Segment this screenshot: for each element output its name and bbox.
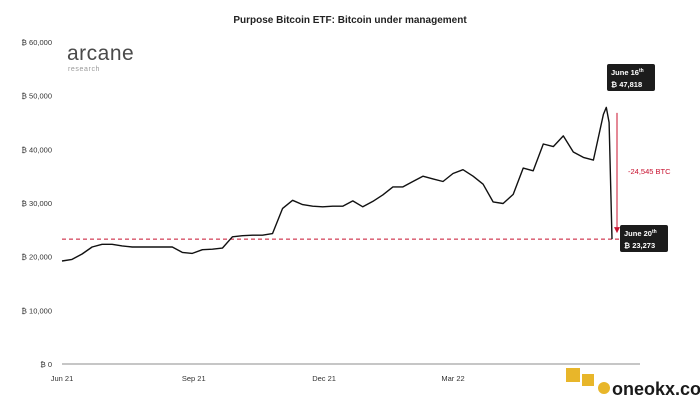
y-tick-label: ₿ 50,000 [21,92,52,101]
peak-date-sup: th [639,68,644,74]
trough-date-text: June 20 [624,229,652,238]
x-tick-label: Sep 21 [182,374,206,383]
peak-value: ₿ 47,818 [611,80,642,89]
peak-date: June 16th [611,68,644,77]
watermark-logo-block [582,374,594,386]
x-tick-label: Mar 22 [441,374,464,383]
y-tick-label: ₿ 40,000 [21,145,52,154]
chart-title: Purpose Bitcoin ETF: Bitcoin under manag… [233,15,467,26]
drop-arrow [614,112,620,234]
drop-label: -24,545 BTC [628,167,671,176]
brand-logo: arcane [67,42,134,65]
peak-callout: June 16th ₿ 47,818 [607,64,655,91]
peak-date-text: June 16 [611,68,639,77]
y-axis: ₿ 0 ₿ 10,000 ₿ 20,000 ₿ 30,000 ₿ 40,000 … [21,38,52,369]
y-tick-label: ₿ 30,000 [21,199,52,208]
watermark-logo-dot [598,382,610,394]
trough-callout-box [620,225,668,252]
drop-arrow-head [614,227,620,234]
y-tick-label: ₿ 0 [40,360,52,369]
watermark-logo-block [566,368,580,382]
series-line [61,106,613,262]
y-tick-label: ₿ 60,000 [21,38,52,47]
trough-callout: June 20th ₿ 23,273 [620,225,668,252]
x-tick-label: Dec 21 [312,374,336,383]
y-tick-label: ₿ 10,000 [21,306,52,315]
trough-date-sup: th [652,229,657,235]
y-tick-label: ₿ 20,000 [21,253,52,262]
trough-value: ₿ 23,273 [624,241,655,250]
peak-callout-box [607,64,655,91]
x-tick-label: Jun 21 [51,374,74,383]
x-axis: Jun 21 Sep 21 Dec 21 Mar 22 [51,374,465,383]
watermark-text: oneokx.com [612,379,700,399]
trough-date: June 20th [624,229,657,238]
brand-subtitle: research [68,66,100,73]
watermark: oneokx.com [566,368,700,399]
